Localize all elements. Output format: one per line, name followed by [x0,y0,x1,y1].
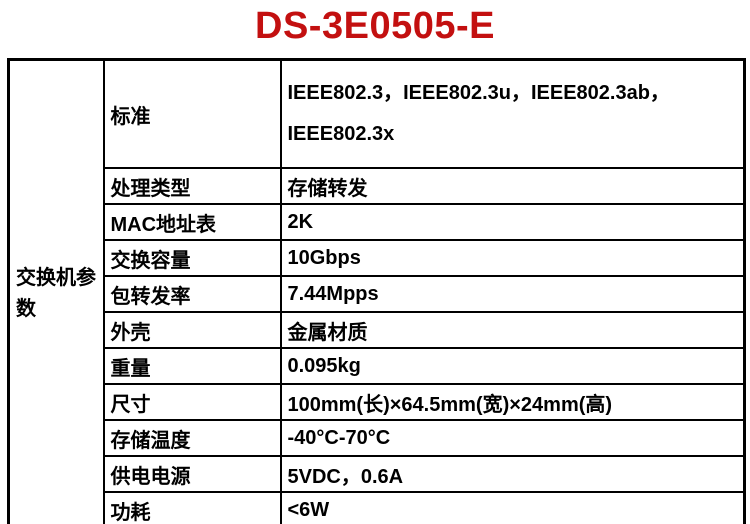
spec-value: IEEE802.3，IEEE802.3u，IEEE802.3ab， IEEE80… [279,58,746,169]
spec-label: 尺寸 [102,383,282,421]
table-row: 包转发率 7.44Mpps [9,275,746,313]
spec-label: 交换容量 [102,239,282,277]
table-row: 处理类型 存储转发 [9,167,746,205]
spec-value: 5VDC，0.6A [279,455,746,493]
table-row: 交换容量 10Gbps [9,239,746,277]
spec-label: 功耗 [102,491,282,524]
table-row: 尺寸 100mm(长)×64.5mm(宽)×24mm(高) [9,383,746,421]
spec-table: 交换机参数 标准 IEEE802.3，IEEE802.3u，IEEE802.3a… [7,58,746,524]
spec-value: 0.095kg [279,347,746,385]
spec-label: 存储温度 [102,419,282,457]
table-row: 交换机参数 标准 IEEE802.3，IEEE802.3u，IEEE802.3a… [7,58,746,524]
spec-label: MAC地址表 [102,203,282,241]
spec-value: -40°C-70°C [279,419,746,457]
table-row: 重量 0.095kg [9,347,746,385]
spec-label: 标准 [102,58,282,169]
table-row: 存储温度 -40°C-70°C [9,419,746,457]
table-row: 外壳 金属材质 [9,311,746,349]
spec-value: 2K [279,203,746,241]
spec-label: 外壳 [102,311,282,349]
group-cell: 交换机参数 [7,58,105,524]
spec-value: 10Gbps [279,239,746,277]
spec-value: 金属材质 [279,311,746,349]
spec-label: 供电电源 [102,455,282,493]
spec-label: 处理类型 [102,167,282,205]
spec-value: 100mm(长)×64.5mm(宽)×24mm(高) [279,383,746,421]
spec-label: 包转发率 [102,275,282,313]
spec-value: 7.44Mpps [279,275,746,313]
spec-value: 存储转发 [279,167,746,205]
table-row: 供电电源 5VDC，0.6A [9,455,746,493]
table-row: 功耗 <6W [9,491,746,524]
spec-label: 重量 [102,347,282,385]
table-row: MAC地址表 2K [9,203,746,241]
spec-value: <6W [279,491,746,524]
page-title: DS-3E0505-E [255,5,495,47]
